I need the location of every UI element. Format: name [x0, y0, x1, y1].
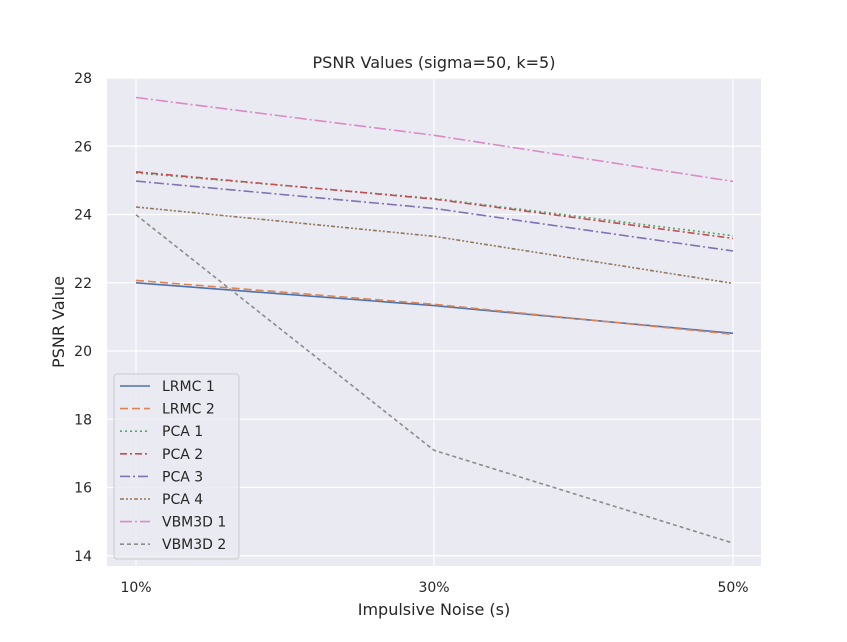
y-tick-label: 26 [74, 139, 92, 155]
legend-label: VBM3D 2 [162, 537, 226, 553]
x-tick-label: 30% [418, 580, 449, 596]
legend-label: PCA 2 [162, 447, 203, 463]
tick-labels: 14 16 18 20 22 24 26 28 10% 30% 50% [74, 71, 748, 596]
series-line-vbm3d-2 [135, 214, 734, 544]
chart-title: PSNR Values (sigma=50, k=5) [313, 53, 556, 72]
series-line-pca-2 [135, 171, 734, 240]
legend-label: LRMC 1 [162, 379, 215, 395]
series-line-vbm3d-1 [135, 96, 734, 183]
y-tick-label: 28 [74, 71, 92, 87]
legend-box [113, 373, 240, 560]
y-tick-label: 20 [74, 344, 92, 360]
y-tick-label: 22 [74, 276, 92, 292]
legend-label: PCA 3 [162, 469, 203, 485]
y-tick-label: 24 [74, 208, 92, 224]
series-lines [135, 96, 734, 544]
legend-label: PCA 1 [162, 424, 203, 440]
legend-label: LRMC 2 [162, 402, 215, 418]
legend-label: PCA 4 [162, 492, 203, 508]
legend: LRMC 1 LRMC 2 PCA 1 PCA 2 PCA 3 PCA 4 VBM3D 1 V… [113, 373, 240, 560]
x-tick-label: 10% [120, 580, 151, 596]
series-line-pca-3 [135, 180, 734, 252]
series-line-pca-4 [135, 206, 734, 285]
y-tick-label: 16 [74, 481, 92, 497]
legend-label: VBM3D 1 [162, 515, 226, 531]
x-tick-label: 50% [717, 580, 748, 596]
x-axis-label: Impulsive Noise (s) [358, 600, 511, 619]
y-axis-label: PSNR Value [49, 276, 68, 368]
y-tick-label: 18 [74, 412, 92, 428]
y-tick-label: 14 [74, 549, 92, 565]
series-line-lrmc-2 [135, 279, 734, 336]
